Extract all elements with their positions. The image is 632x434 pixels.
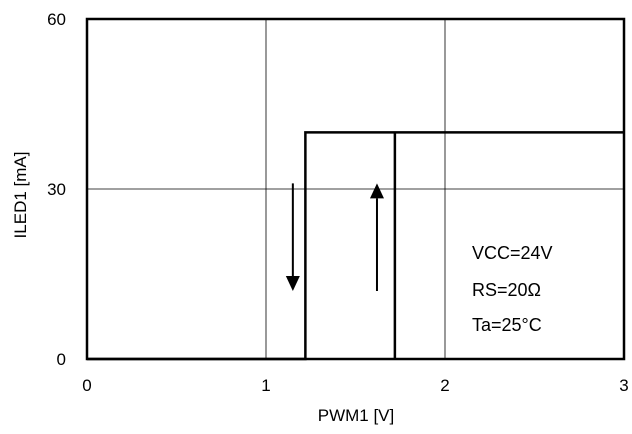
arrow-down-head [285,276,300,291]
annotation-rs: RS=20Ω [472,280,541,300]
annotation-ta: Ta=25°C [472,315,542,335]
x-tick-label: 3 [619,376,628,395]
y-tick-label: 60 [47,10,66,29]
x-tick-label: 2 [440,376,449,395]
x-tick-labels: 0 1 2 3 [82,376,628,395]
y-tick-label: 30 [47,180,66,199]
y-axis-label: ILED1 [mA] [11,152,30,239]
y-tick-labels: 0 30 60 [47,10,66,369]
plot-frame [85,17,626,361]
x-tick-label: 1 [261,376,270,395]
arrow-up-head [369,183,384,199]
arrows-group [285,183,384,291]
grid-lines [87,19,624,359]
x-axis-label: PWM1 [V] [318,406,395,425]
x-tick-label: 0 [82,376,91,395]
annotation-vcc: VCC=24V [472,243,553,263]
y-tick-label: 0 [57,350,66,369]
